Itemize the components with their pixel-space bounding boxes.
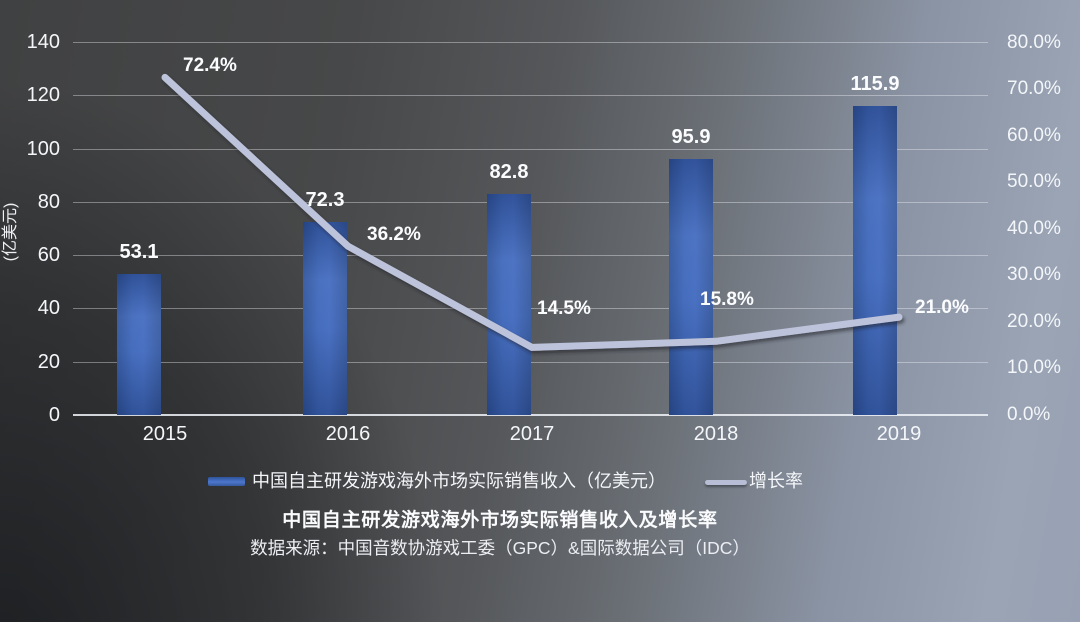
right-axis-tick-label: 10.0% — [1007, 357, 1061, 378]
right-axis-tick-label: 0.0% — [1007, 404, 1051, 425]
revenue-bar-label: 53.1 — [119, 240, 159, 263]
right-axis-tick-label: 70.0% — [1007, 78, 1061, 99]
x-axis-category-label: 2016 — [325, 423, 371, 445]
right-axis-tick-label: 50.0% — [1007, 171, 1061, 192]
revenue-bar — [487, 194, 531, 415]
x-axis-category-label: 2017 — [509, 423, 555, 445]
right-axis-tick-label: 80.0% — [1007, 32, 1061, 53]
x-axis-category-label: 2019 — [876, 423, 922, 445]
right-axis-tick-label: 30.0% — [1007, 264, 1061, 285]
left-axis-tick-label: 80 — [37, 191, 60, 213]
legend-bar-label: 中国自主研发游戏海外市场实际销售收入（亿美元） — [252, 471, 666, 491]
y-axis-title: (亿美元) — [2, 202, 19, 262]
left-axis-tick-label: 120 — [26, 84, 60, 106]
right-axis-tick-label: 20.0% — [1007, 311, 1061, 332]
left-axis-tick-label: 140 — [26, 31, 60, 53]
revenue-bar-label: 82.8 — [489, 161, 529, 184]
left-axis-tick-label: 20 — [37, 351, 60, 373]
chart-title: 中国自主研发游戏海外市场实际销售收入及增长率 — [282, 510, 718, 531]
gridline — [73, 42, 988, 43]
x-axis-category-label: 2018 — [693, 423, 739, 445]
legend-line-swatch — [705, 480, 747, 485]
growth-point-label: 14.5% — [537, 298, 591, 320]
gridline — [73, 149, 988, 150]
revenue-bar — [853, 106, 897, 415]
x-axis-line — [73, 414, 988, 416]
revenue-bar — [669, 159, 713, 415]
revenue-bar — [303, 222, 347, 415]
chart-source: 数据来源：中国音数协游戏工委（GPC）&国际数据公司（IDC） — [250, 538, 750, 558]
growth-point-label: 21.0% — [915, 297, 969, 319]
growth-point-label: 36.2% — [367, 224, 421, 246]
x-axis-category-label: 2015 — [142, 423, 188, 445]
right-axis-tick-label: 60.0% — [1007, 125, 1061, 146]
legend-line-label: 增长率 — [749, 471, 803, 491]
revenue-bar — [117, 273, 161, 415]
left-axis-tick-label: 60 — [37, 244, 60, 266]
revenue-bar-label: 115.9 — [850, 73, 900, 96]
growth-point-label: 15.8% — [700, 289, 754, 311]
legend-bar-swatch — [208, 477, 245, 486]
left-axis-tick-label: 0 — [48, 404, 60, 426]
left-axis-tick-label: 100 — [26, 138, 60, 160]
growth-point-label: 72.4% — [183, 55, 237, 77]
right-axis-tick-label: 40.0% — [1007, 218, 1061, 239]
revenue-bar-label: 72.3 — [305, 189, 345, 212]
revenue-bar-label: 95.9 — [671, 126, 711, 149]
left-axis-tick-label: 40 — [37, 297, 60, 319]
